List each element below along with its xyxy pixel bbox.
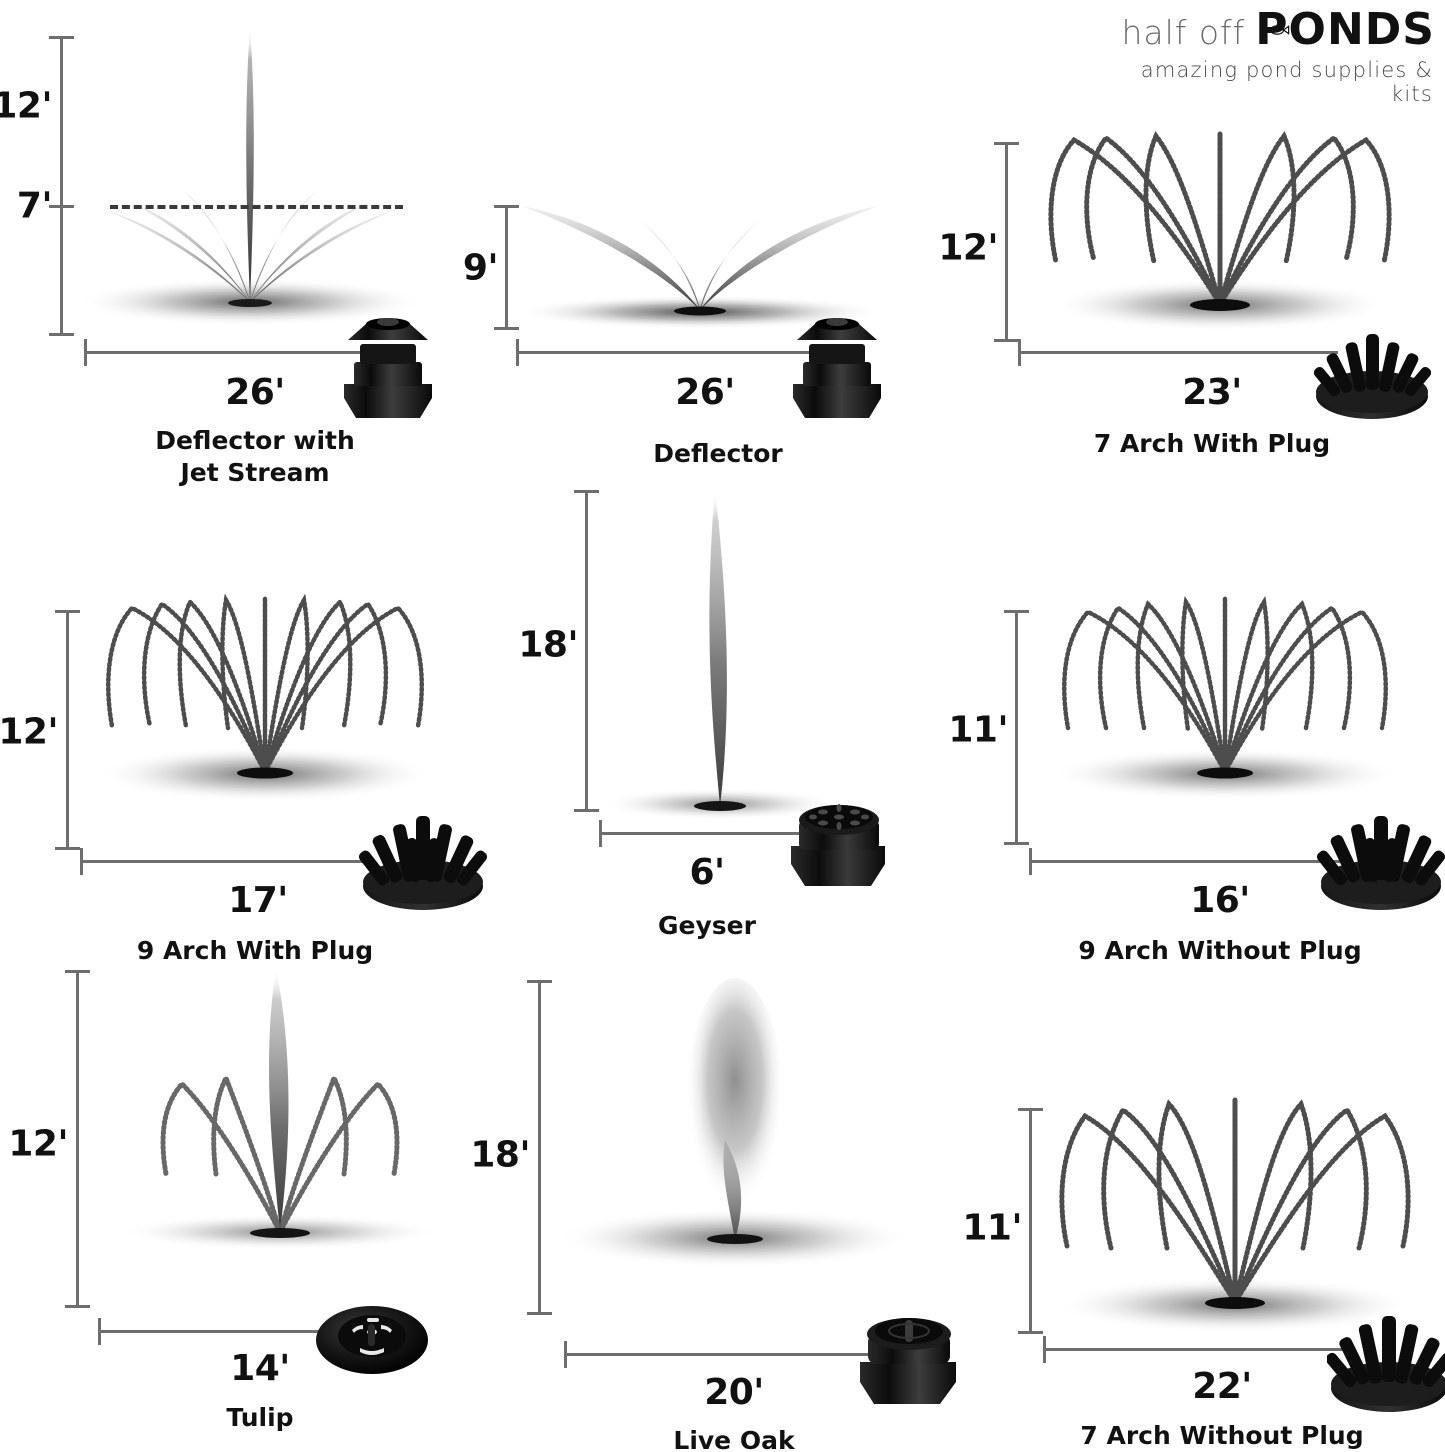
caption-7-arch-with-plug: 7 Arch With Plug [1093, 429, 1331, 458]
arch-nozzle-icon [1327, 1316, 1445, 1412]
seven-foot-dashed-line [110, 205, 403, 209]
pattern-cell-7-arch-with-plug: 12' 23' 7 Arch With Plug [930, 0, 1445, 490]
width-label-geyser: 6' [689, 852, 725, 893]
caption-geyser: Geyser [658, 911, 756, 940]
pattern-cell-live-oak: 18' 20' Live Oak [460, 960, 956, 1452]
spray-illustration-7-arch-with-plug [1048, 131, 1392, 331]
height-label-7-arch-with-plug: 12' [938, 227, 998, 269]
tulip-nozzle-icon [316, 1306, 428, 1374]
pattern-cell-tulip: 12' 14' Tulip [0, 950, 470, 1452]
width-dimension-line-7-arch-without-plug [1043, 1336, 1353, 1363]
deflector-nozzle-icon [344, 318, 432, 418]
pattern-cell-7-arch-without-plug: 11' 22' 7 Arch Without Plug [940, 1080, 1445, 1452]
width-dimension-line-9-arch-without-plug [1029, 848, 1341, 875]
spray-illustration-geyser [600, 488, 840, 820]
arch-nozzle-icon [358, 816, 488, 910]
width-label-deflector: 26' [675, 372, 735, 413]
spray-illustration-tulip [120, 968, 440, 1250]
pattern-cell-deflector-jet-stream: 12' 7' 26' Deflector with Jet Stream [0, 0, 470, 490]
height-label-geyser: 18' [518, 624, 578, 666]
caption-live-oak: Live Oak [673, 1426, 795, 1452]
height-dimension-line-live-oak [527, 980, 552, 1315]
height-label-live-oak: 18' [470, 1134, 530, 1176]
logo-tagline: amazing pond supplies & kits [1140, 58, 1433, 106]
height-label-deflector-jet-stream: 12' [0, 85, 52, 127]
height-dimension-line-deflector [494, 205, 519, 330]
height-label-7-arch-without-plug: 11' [962, 1207, 1022, 1249]
height-label-deflector: 9' [462, 247, 499, 289]
height-label-tulip: 12' [8, 1123, 68, 1165]
width-label-7-arch-with-plug: 23' [1182, 372, 1242, 413]
height-dimension-midtick [49, 205, 74, 208]
height-dimension-line-7-arch-without-plug [1018, 1108, 1043, 1334]
width-dimension-line-9-arch-with-plug [80, 848, 370, 875]
spray-illustration-7-arch-without-plug [1055, 1099, 1415, 1333]
deflector-nozzle-icon [793, 318, 881, 418]
width-label-live-oak: 20' [704, 1372, 764, 1413]
spray-illustration-9-arch-without-plug [1050, 596, 1400, 800]
height-dimension-line-geyser [574, 490, 599, 812]
caption-9-arch-with-plug: 9 Arch With Plug [136, 936, 374, 965]
mid-height-label-deflector-jet-stream: 7' [16, 185, 53, 227]
width-label-9-arch-with-plug: 17' [228, 880, 288, 921]
pattern-cell-deflector: 9' 26' Deflector [460, 0, 940, 490]
width-dimension-line-7-arch-with-plug [1018, 339, 1338, 366]
brand-logo: half off PONDS amazing pond supplies & k… [1095, 8, 1435, 107]
height-label-9-arch-without-plug: 11' [948, 709, 1008, 751]
width-dimension-line-geyser [599, 820, 816, 847]
caption-deflector-jet-stream: Deflector with Jet Stream [155, 426, 355, 487]
width-label-9-arch-without-plug: 16' [1190, 880, 1250, 921]
height-dimension-line-deflector-jet-stream [49, 36, 74, 336]
height-dimension-line-9-arch-with-plug [55, 610, 80, 850]
logo-ponds-text: PONDS [1255, 8, 1435, 52]
geyser-nozzle-icon [791, 804, 885, 886]
width-label-deflector-jet-stream: 26' [225, 372, 285, 413]
caption-9-arch-without-plug: 9 Arch Without Plug [1078, 936, 1362, 965]
height-dimension-line-9-arch-without-plug [1004, 610, 1029, 845]
arch-nozzle-icon [1313, 334, 1432, 419]
caption-deflector: Deflector [653, 439, 783, 468]
logo-half-off-text: half off [1121, 13, 1246, 52]
arch-nozzle-icon [1316, 816, 1445, 910]
height-dimension-line-7-arch-with-plug [994, 142, 1019, 342]
liveoak-nozzle-icon [860, 1318, 956, 1404]
pattern-cell-9-arch-without-plug: 11' 16' 9 Arch Without [930, 560, 1445, 965]
spray-illustration-live-oak [557, 978, 913, 1268]
height-label-9-arch-with-plug: 12' [0, 711, 58, 753]
pattern-cell-geyser: 18' 6' [460, 470, 940, 950]
caption-tulip: Tulip [226, 1403, 294, 1432]
width-label-7-arch-without-plug: 22' [1192, 1366, 1252, 1407]
width-dimension-line-tulip [98, 1318, 334, 1345]
height-dimension-line-tulip [65, 970, 90, 1308]
logo-wordmark: half off PONDS [1095, 8, 1435, 52]
spray-illustration-9-arch-with-plug [97, 593, 433, 802]
width-label-tulip: 14' [230, 1348, 290, 1389]
spray-illustration-deflector [515, 206, 885, 329]
width-dimension-line-live-oak [564, 1341, 876, 1368]
width-dimension-line-deflector-jet-stream [84, 339, 374, 366]
width-dimension-line-deflector [516, 339, 821, 366]
caption-7-arch-without-plug: 7 Arch Without Plug [1080, 1421, 1364, 1450]
pattern-cell-9-arch-with-plug: 12' 17' 9 Arch With Pl [0, 560, 488, 965]
spray-illustration-deflector-jet-stream [75, 26, 425, 326]
